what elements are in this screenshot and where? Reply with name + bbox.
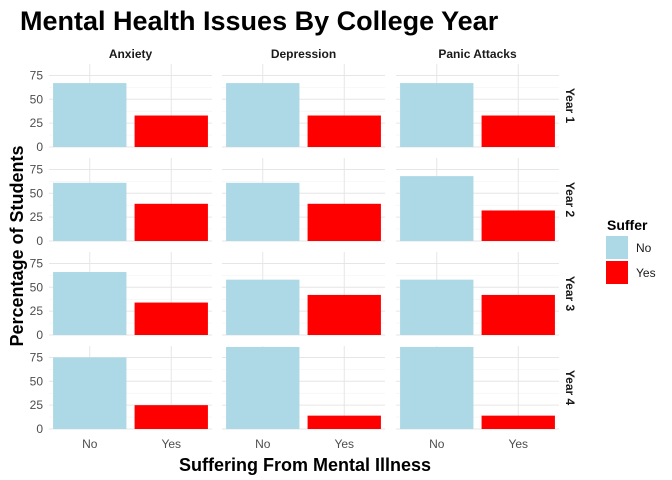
y-tick-label: 0 <box>36 422 43 436</box>
panel-year-3-anxiety <box>49 252 212 336</box>
bar-no <box>226 279 300 335</box>
legend-key-yes <box>606 261 628 284</box>
y-tick-label: 25 <box>30 304 44 318</box>
bar-no <box>400 83 474 147</box>
facet-row-label-year-4: Year 4 <box>563 370 577 406</box>
y-tick-label: 0 <box>36 234 43 248</box>
y-tick-label: 75 <box>30 256 44 270</box>
panel-year-4-panic-attacks <box>396 346 559 430</box>
legend-label-yes: Yes <box>636 266 656 280</box>
bar-yes <box>134 203 208 241</box>
panel-year-4-anxiety <box>49 346 212 430</box>
bar-no <box>226 346 300 429</box>
bar-yes <box>307 415 381 429</box>
panel-year-3-panic-attacks <box>396 252 559 336</box>
facet-panels: Anxiety Depression Panic Attacks Year 1 Year… <box>30 47 577 451</box>
legend-title: Suffer <box>607 217 648 233</box>
y-tick-label: 25 <box>30 116 44 130</box>
bar-no <box>53 83 127 147</box>
facet-row-label-year-2: Year 2 <box>563 182 577 218</box>
y-tick-label: 75 <box>30 68 44 82</box>
panel-year-2-anxiety <box>49 158 212 242</box>
legend-label-no: No <box>636 241 652 255</box>
bar-yes <box>307 294 381 335</box>
bar-yes <box>134 405 208 429</box>
panel-year-1-depression <box>222 64 385 148</box>
panel-year-2-panic-attacks <box>396 158 559 242</box>
bar-yes <box>481 115 555 147</box>
bar-no <box>226 182 300 241</box>
y-tick-label: 0 <box>36 140 43 154</box>
bar-yes <box>134 115 208 147</box>
panel-year-3-depression <box>222 252 385 336</box>
y-tick-label: 50 <box>30 280 44 294</box>
y-tick-label: 25 <box>30 398 44 412</box>
panel-year-2-depression <box>222 158 385 242</box>
x-axis-title: Suffering From Mental Illness <box>179 455 431 475</box>
facet-column-label-depression: Depression <box>271 47 336 61</box>
x-tick-label-no: No <box>82 437 98 451</box>
facet-row-label-year-1: Year 1 <box>563 88 577 124</box>
chart-title: Mental Health Issues By College Year <box>20 6 499 36</box>
facet-column-label-anxiety: Anxiety <box>109 47 153 61</box>
panel-year-1-panic-attacks <box>396 64 559 148</box>
y-tick-label: 50 <box>30 374 44 388</box>
bar-yes <box>481 415 555 429</box>
bar-yes <box>307 115 381 147</box>
y-tick-label: 75 <box>30 350 44 364</box>
x-tick-label-yes: Yes <box>334 437 354 451</box>
bar-yes <box>307 203 381 241</box>
y-tick-label: 75 <box>30 162 44 176</box>
panel-year-1-anxiety <box>49 64 212 148</box>
y-axis-title: Percentage of Students <box>7 145 27 346</box>
y-tick-label: 50 <box>30 186 44 200</box>
x-tick-label-yes: Yes <box>508 437 528 451</box>
legend-key-no <box>606 236 628 259</box>
panel-year-4-depression <box>222 346 385 430</box>
bar-no <box>53 272 127 335</box>
facet-row-label-year-3: Year 3 <box>563 276 577 312</box>
bar-no <box>400 346 474 429</box>
bar-no <box>53 357 127 429</box>
bar-yes <box>481 210 555 241</box>
y-tick-label: 0 <box>36 328 43 342</box>
y-tick-label: 25 <box>30 210 44 224</box>
x-tick-label-no: No <box>255 437 271 451</box>
bar-no <box>53 182 127 241</box>
bar-yes <box>481 294 555 335</box>
bar-no <box>400 279 474 335</box>
x-tick-label-yes: Yes <box>161 437 181 451</box>
legend: Suffer No Yes <box>606 217 656 284</box>
facet-column-label-panic-attacks: Panic Attacks <box>438 47 517 61</box>
y-tick-label: 50 <box>30 92 44 106</box>
bar-yes <box>134 302 208 335</box>
bar-no <box>400 176 474 241</box>
bar-no <box>226 83 300 147</box>
x-tick-label-no: No <box>429 437 445 451</box>
